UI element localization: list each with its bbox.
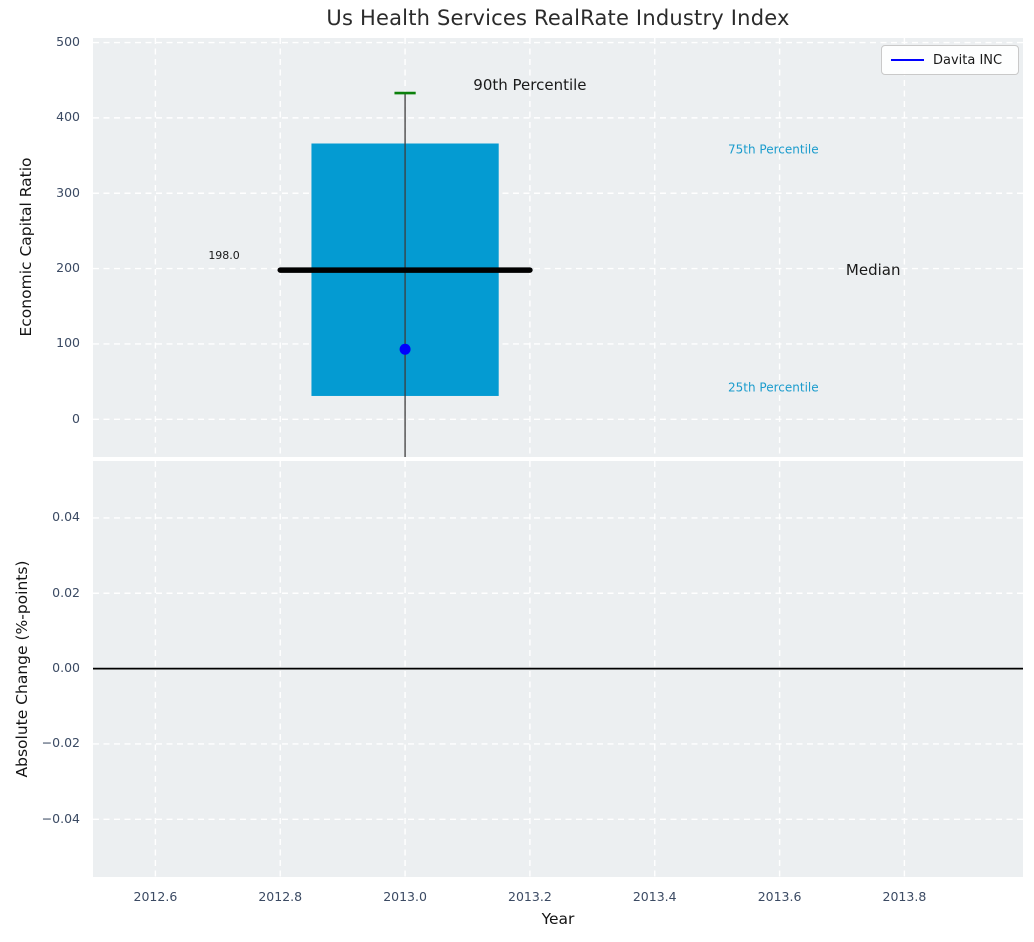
annotation-median-value: 198.0 [208,248,240,262]
y-tick-label: −0.02 [41,735,80,751]
legend-label: Davita INC [933,52,1003,68]
y-tick-label: 0 [72,410,80,426]
legend-line-sample [891,59,924,61]
x-tick-label: 2013.8 [882,889,927,904]
annotation-p25-label: 25th Percentile [728,380,819,395]
x-tick-label: 2013.2 [508,889,552,904]
y-tick-label: 0.02 [52,584,80,600]
x-axis-label: Year [541,910,575,928]
y-tick-label: 500 [56,34,80,50]
y-tick-label: 200 [56,260,80,276]
legend: Davita INC [881,45,1019,75]
axes-economic-capital-ratio [93,38,1023,457]
y-tick-label: 300 [56,184,80,200]
axes-absolute-change [93,461,1023,877]
x-tick-label: 2013.4 [632,889,677,904]
company-point [399,343,411,355]
y-tick-label: −0.04 [41,810,80,826]
annotation-p90-label: 90th Percentile [473,75,587,94]
annotation-p75-label: 75th Percentile [728,141,819,156]
y-tick-label: 100 [56,335,80,351]
chart-title: Us Health Services RealRate Industry Ind… [326,6,790,30]
y-axis-label-top: Economic Capital Ratio [17,157,35,337]
x-tick-label: 2012.8 [258,889,303,904]
y-tick-label: 400 [56,109,80,125]
annotation-median-label: Median [845,260,901,279]
x-tick-label: 2013.0 [383,889,427,904]
axes-top-background [93,38,1023,457]
x-tick-label: 2012.6 [133,889,178,904]
x-tick-label: 2013.6 [757,889,802,904]
y-tick-label: 0.04 [52,509,80,525]
y-tick-label: 0.00 [52,660,80,676]
